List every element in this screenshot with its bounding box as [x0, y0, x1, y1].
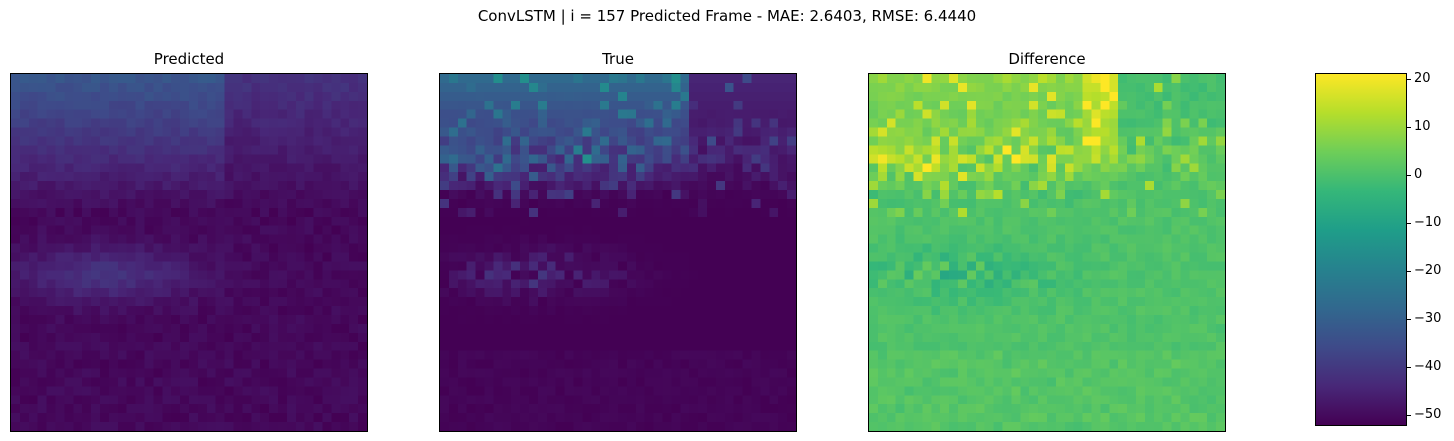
- colorbar-tick-label: 0: [1414, 167, 1423, 182]
- heatmap-difference-canvas: [869, 74, 1225, 431]
- colorbar-tick-label: −30: [1414, 311, 1442, 326]
- colorbar-tick-label: −10: [1414, 215, 1442, 230]
- colorbar-tick-label: −40: [1414, 359, 1442, 374]
- panel-title-true: True: [602, 50, 634, 68]
- colorbar-tick-label: 20: [1414, 71, 1431, 86]
- panel-title-difference: Difference: [1008, 50, 1086, 68]
- heatmap-predicted-canvas: [11, 74, 367, 431]
- colorbar-tick: [1406, 415, 1411, 416]
- colorbar-tick: [1406, 79, 1411, 80]
- heatmap-difference: [868, 73, 1226, 432]
- heatmap-true: [439, 73, 797, 432]
- colorbar-tick: [1406, 175, 1411, 176]
- colorbar-tick-label: 10: [1414, 119, 1431, 134]
- colorbar-tick: [1406, 223, 1411, 224]
- figure-title: ConvLSTM | i = 157 Predicted Frame - MAE…: [477, 7, 977, 25]
- panel-title-predicted: Predicted: [153, 50, 225, 68]
- colorbar-tick: [1406, 319, 1411, 320]
- colorbar-tick: [1406, 367, 1411, 368]
- colorbar-tick: [1406, 127, 1411, 128]
- heatmap-predicted: [10, 73, 368, 432]
- colorbar-tick-label: −50: [1414, 407, 1442, 422]
- colorbar: [1315, 73, 1407, 426]
- heatmap-true-canvas: [440, 74, 796, 431]
- colorbar-tick-label: −20: [1414, 263, 1442, 278]
- colorbar-tick: [1406, 271, 1411, 272]
